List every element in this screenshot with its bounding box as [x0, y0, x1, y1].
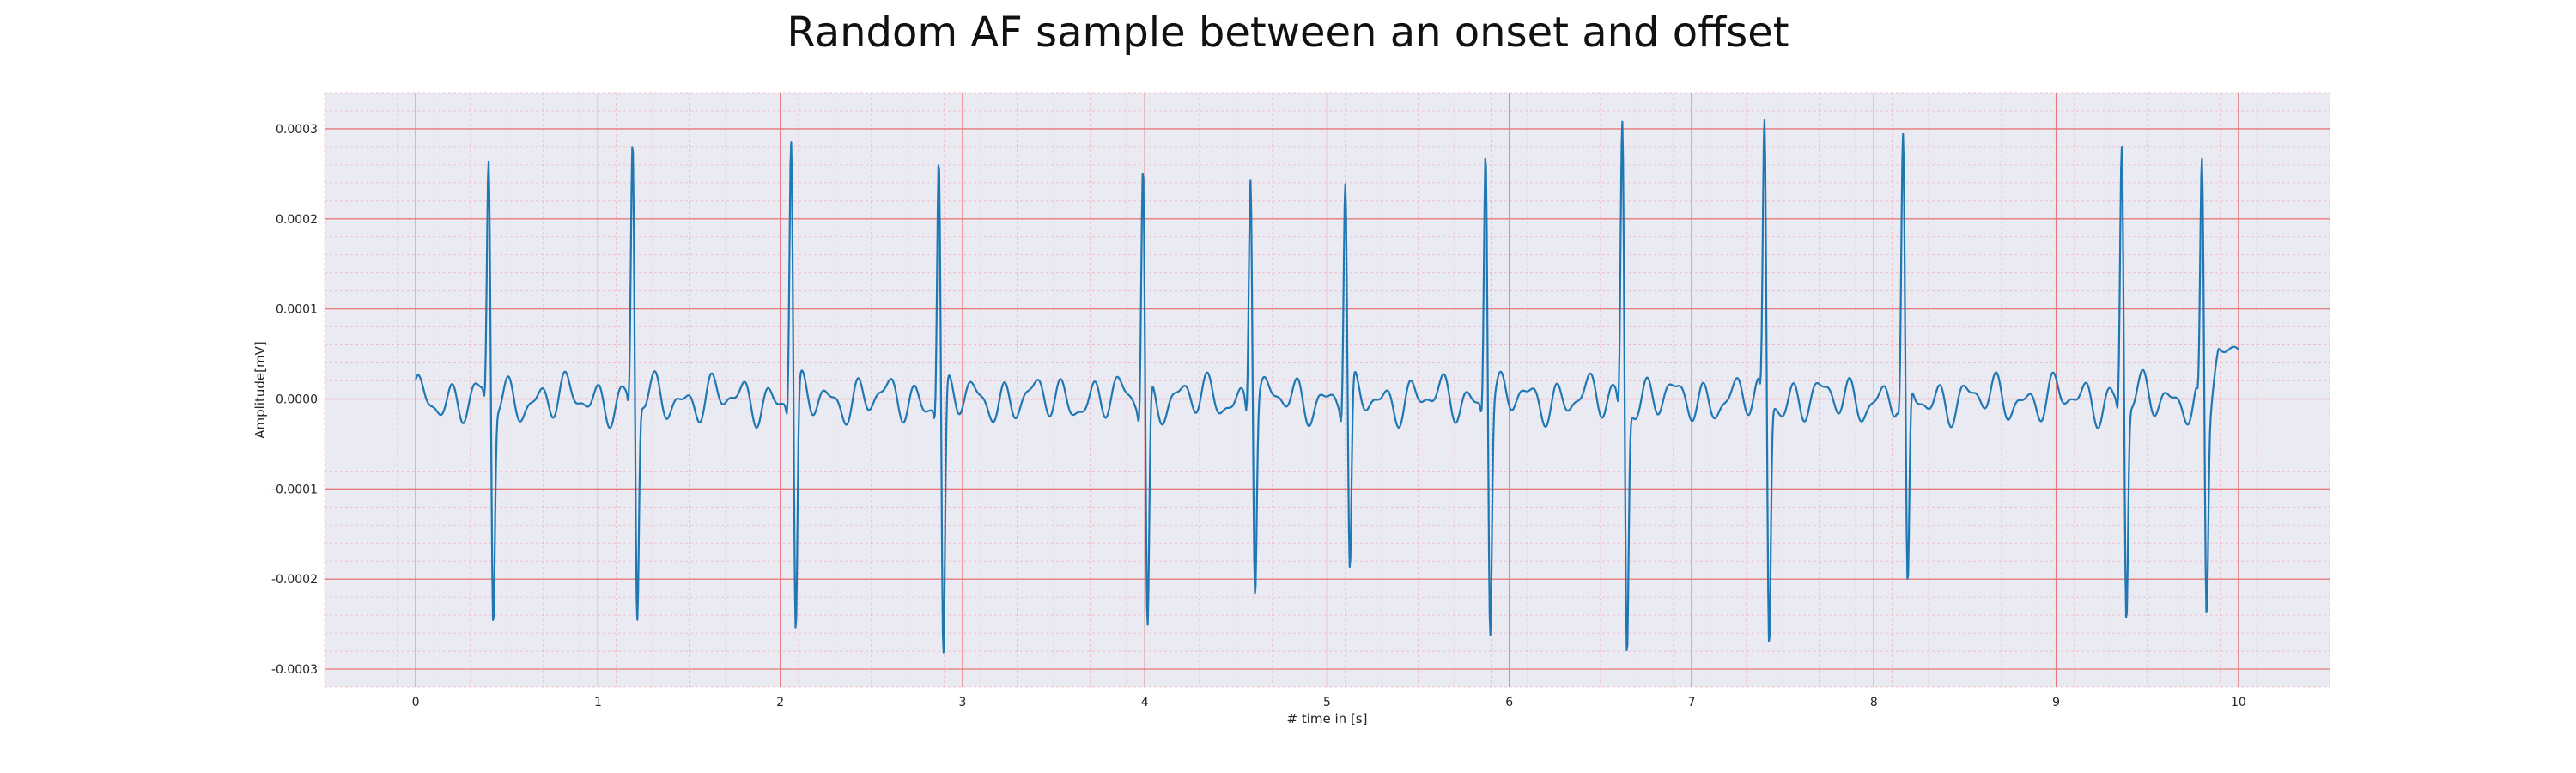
x-tick-label: 5 [1323, 696, 1331, 709]
x-axis-ticks: 0 1 2 3 4 5 6 7 8 9 10 [412, 696, 2246, 709]
x-tick-label: 8 [1870, 696, 1878, 709]
chart-title: Random AF sample between an onset and of… [787, 9, 1789, 57]
y-axis-label: Amplitude[mV] [252, 341, 268, 438]
x-tick-label: 9 [2052, 696, 2060, 709]
y-tick-label: 0.0001 [276, 303, 318, 317]
ecg-signal-line [415, 119, 2239, 654]
x-tick-label: 0 [412, 696, 420, 709]
y-tick-label: 0.0003 [276, 123, 318, 137]
y-tick-label: -0.0001 [271, 483, 318, 496]
x-tick-label: 4 [1141, 696, 1149, 709]
x-tick-label: 7 [1688, 696, 1696, 709]
x-tick-label: 10 [2231, 696, 2246, 709]
x-tick-label: 6 [1505, 696, 1513, 709]
x-axis-label: # time in [s] [1287, 711, 1368, 727]
y-tick-label: 0.0002 [276, 213, 318, 227]
y-tick-label: 0.0000 [276, 393, 318, 406]
y-tick-label: -0.0003 [271, 663, 318, 677]
x-tick-label: 1 [594, 696, 602, 709]
x-tick-label: 2 [776, 696, 784, 709]
y-axis-ticks: -0.0003 -0.0002 -0.0001 0.0000 0.0001 0.0002 0… [271, 123, 318, 677]
y-tick-label: -0.0002 [271, 573, 318, 587]
x-tick-label: 3 [958, 696, 966, 709]
